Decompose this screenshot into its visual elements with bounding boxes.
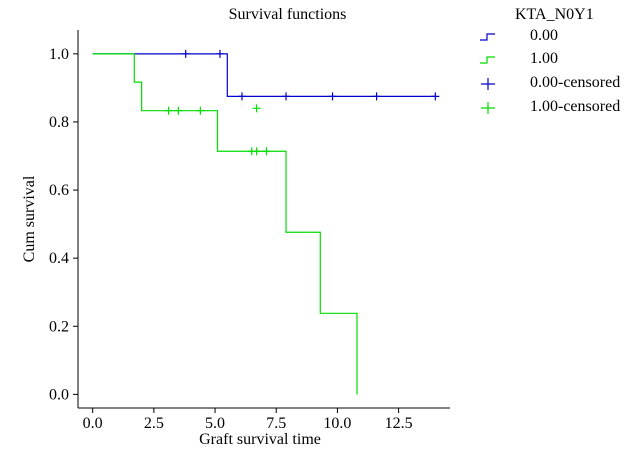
legend-label-0-00-censored: 0.00-censored <box>530 74 621 91</box>
x-tick-label: 5.0 <box>205 415 225 432</box>
legend-censor-swatch-1 <box>481 102 495 114</box>
censor-mark-1 <box>252 104 261 113</box>
censor-mark-1 <box>252 147 261 156</box>
censor-mark-1 <box>262 147 271 156</box>
series-group <box>92 49 440 395</box>
survival-step-line-0 <box>92 53 436 98</box>
y-tick-label: 0.6 <box>49 182 69 199</box>
censor-mark-1 <box>174 106 183 115</box>
legend-censor-swatch-0 <box>481 78 495 90</box>
legend-label-1-00: 1.00 <box>530 50 558 67</box>
x-tick-label: 2.5 <box>144 415 164 432</box>
x-tick-label: 7.5 <box>266 415 286 432</box>
legend-marks <box>480 33 495 114</box>
axes: 0.0 0.2 0.4 0.6 0.8 1.0 0.0 2.5 5.0 7.5 10.0 12.5 <box>49 30 450 432</box>
y-axis-label: Cum survival <box>21 175 38 263</box>
x-tick-label: 10.0 <box>323 415 351 432</box>
censor-mark-0 <box>181 49 190 58</box>
legend-title: KTA_N0Y1 <box>515 6 594 23</box>
x-tick-label: 12.5 <box>385 415 413 432</box>
chart-title: Survival functions <box>228 6 347 23</box>
y-tick-label: 0.8 <box>49 114 69 131</box>
x-tick-label: 0.0 <box>83 415 103 432</box>
legend-label-0-00: 0.00 <box>530 27 558 44</box>
censor-mark-0 <box>431 92 440 101</box>
censor-mark-1 <box>164 106 173 115</box>
legend-step-swatch-1 <box>480 56 495 64</box>
censor-mark-1 <box>196 106 205 115</box>
legend-label-1-00-censored: 1.00-censored <box>530 98 621 115</box>
y-tick-label: 0.0 <box>49 386 69 403</box>
censor-mark-0 <box>372 92 381 101</box>
y-tick-label: 1.0 <box>49 46 69 63</box>
legend-step-swatch-0 <box>480 33 495 41</box>
censor-mark-0 <box>237 92 246 101</box>
y-tick-label: 0.4 <box>49 250 69 267</box>
x-axis-label: Graft survival time <box>199 431 321 448</box>
censor-mark-0 <box>215 49 224 58</box>
censor-mark-0 <box>282 92 291 101</box>
y-tick-label: 0.2 <box>49 318 69 335</box>
survival-step-line-1 <box>92 53 358 395</box>
censor-mark-0 <box>328 92 337 101</box>
